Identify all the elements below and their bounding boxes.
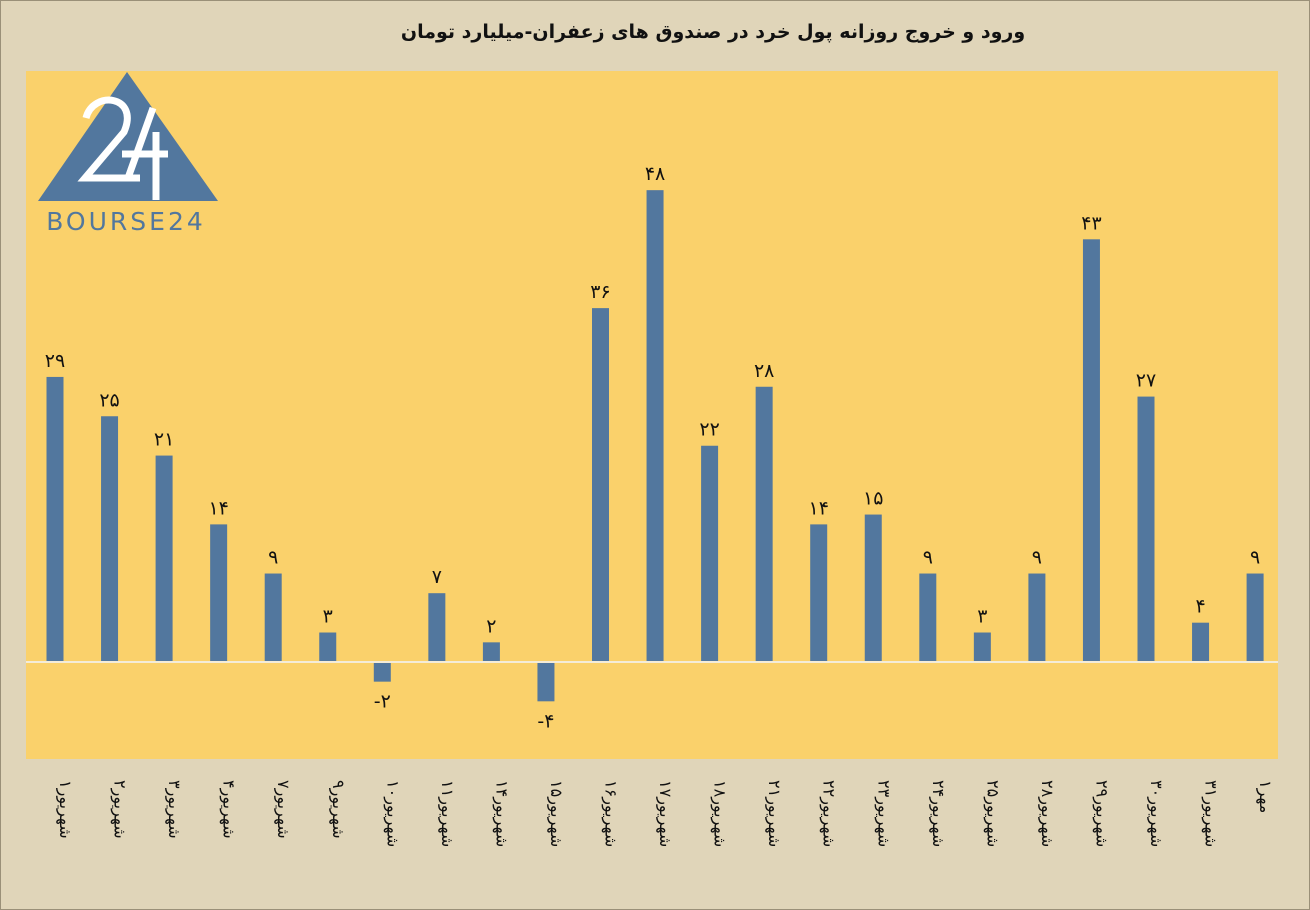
- bar-value-label: ۲۷: [1136, 370, 1156, 392]
- logo-digit-4-icon: [122, 106, 168, 200]
- x-tick-label: ۱۴شهریور: [491, 780, 511, 847]
- bar: [1137, 396, 1155, 662]
- x-tick-label: ۲۸شهریور: [1037, 780, 1057, 847]
- bar: [428, 593, 446, 662]
- bar-value-label: ۲: [486, 615, 496, 637]
- x-tick-label: ۲۱شهریور: [764, 780, 784, 847]
- bar-value-label: ۲۹: [45, 350, 65, 372]
- x-tick-label: ۳شهریور: [164, 780, 184, 839]
- bar: [810, 524, 828, 662]
- x-tick-label: ۲۲شهریور: [819, 780, 839, 847]
- bar: [592, 308, 609, 662]
- x-tick-label: ۷شهریور: [273, 780, 293, 839]
- bar: [864, 514, 882, 662]
- bar: [1082, 239, 1100, 662]
- x-tick-label: ۲۳شهریور: [873, 780, 893, 847]
- x-tick-label: ۹شهریور: [328, 780, 348, 839]
- bar-value-label: ۲۸: [754, 360, 774, 382]
- bar: [1246, 573, 1264, 662]
- x-tick-label: ۱۶شهریور: [601, 780, 621, 847]
- bar-value-label: -۴: [537, 710, 554, 732]
- bar-value-label: ۱۴: [208, 497, 228, 519]
- bar: [1028, 573, 1046, 662]
- bar: [319, 632, 337, 662]
- x-tick-label: ۱مهر: [1255, 780, 1275, 813]
- bar: [482, 642, 500, 662]
- x-tick-label: ۱۱شهریور: [437, 780, 457, 847]
- x-tick-label: ۴شهریور: [219, 780, 239, 839]
- bar-value-label: ۱۵: [863, 488, 883, 510]
- x-tick-label: ۱۰شهریور: [382, 780, 402, 847]
- bar-value-label: ۹: [268, 547, 278, 569]
- bar: [919, 573, 937, 662]
- bar: [973, 632, 991, 662]
- bar: [264, 573, 282, 662]
- bar-value-label: ۳۶: [590, 281, 610, 303]
- logo-text: BOURSE24: [46, 207, 206, 236]
- bar-value-label: ۲۵: [99, 389, 119, 411]
- bar-value-label: ۹: [1250, 547, 1260, 569]
- x-tick-label: ۱شهریور: [55, 780, 75, 839]
- bar-value-label: ۳: [323, 606, 333, 628]
- bar: [155, 455, 173, 662]
- bar-value-label: -۲: [374, 691, 391, 713]
- x-tick-label: ۲۴شهریور: [928, 780, 948, 847]
- bourse24-logo: BOURSE24: [38, 72, 218, 236]
- x-tick-label: ۲۵شهریور: [982, 780, 1002, 847]
- bar: [1192, 622, 1210, 662]
- bar: [755, 386, 773, 662]
- bar-value-label: ۲۱: [154, 429, 174, 451]
- bar-value-label: ۴۳: [1081, 212, 1101, 234]
- x-tick-label: ۱۷شهریور: [655, 780, 675, 847]
- x-tick-label: ۱۵شهریور: [546, 780, 566, 847]
- bar-value-label: ۲۲: [699, 419, 719, 441]
- bar-value-label: ۳: [977, 606, 987, 628]
- bar-value-label: ۴۸: [645, 163, 665, 185]
- x-tick-label: ۳۰شهریور: [1146, 780, 1166, 847]
- x-tick-label: ۲شهریور: [110, 780, 130, 839]
- bar: [373, 662, 391, 682]
- bar-value-label: ۴: [1195, 596, 1205, 618]
- bar-value-label: ۹: [923, 547, 933, 569]
- bar: [646, 190, 664, 662]
- bar: [46, 376, 64, 662]
- bar-value-label: ۹: [1032, 547, 1042, 569]
- x-tick-label: ۲۹شهریور: [1091, 780, 1111, 847]
- bar: [537, 662, 555, 702]
- x-tick-label: ۳۱شهریور: [1201, 780, 1221, 847]
- bar: [210, 524, 228, 662]
- bar-value-label: ۷: [432, 566, 442, 588]
- bar: [701, 445, 719, 662]
- bar: [101, 416, 119, 662]
- bar-value-label: ۱۴: [808, 497, 828, 519]
- chart-title: ورود و خروج روزانه پول خرد در صندوق های …: [401, 21, 1025, 43]
- x-tick-label: ۱۸شهریور: [710, 780, 730, 847]
- logo-triangle-icon: [38, 72, 218, 201]
- logo-digit-2-icon: [77, 96, 140, 182]
